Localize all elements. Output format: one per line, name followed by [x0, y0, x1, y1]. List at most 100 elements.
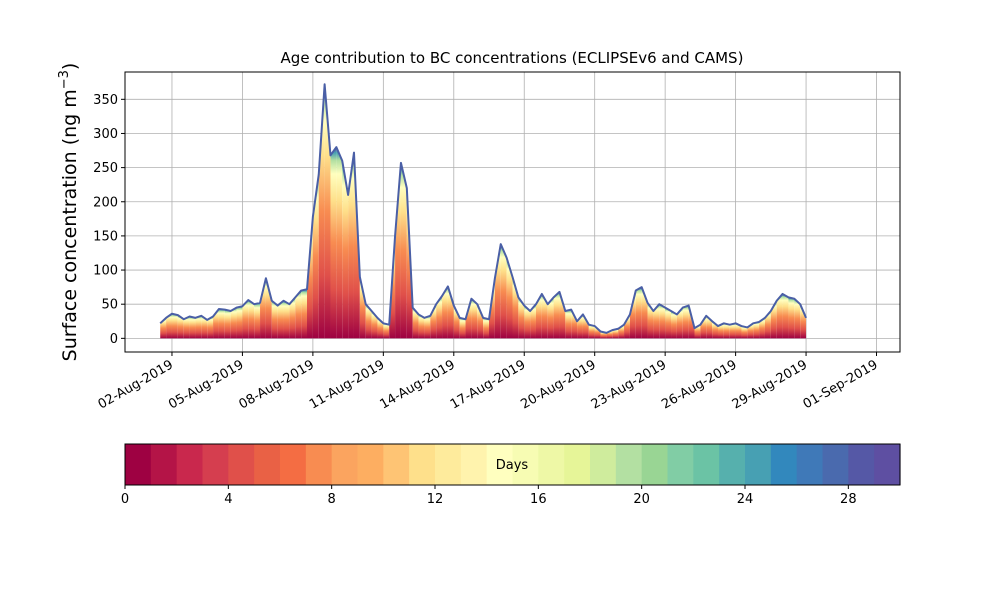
area-segment	[788, 297, 795, 339]
x-axis: 02-Aug-201905-Aug-201908-Aug-201911-Aug-…	[96, 352, 881, 413]
colorbar-cell	[357, 444, 384, 485]
colorbar-cell	[460, 444, 488, 485]
area-segment	[776, 293, 783, 339]
area-segment	[594, 326, 601, 339]
colorbar-label: Days	[496, 458, 529, 473]
area-segment	[659, 304, 666, 339]
colorbar	[125, 444, 901, 485]
y-axis-label-main: Surface concentration (ng m	[59, 89, 81, 361]
area-segment	[166, 313, 172, 339]
area-segment	[418, 314, 425, 339]
area-segment	[624, 314, 630, 339]
area-segment	[588, 324, 595, 339]
colorbar-cell	[280, 444, 307, 485]
area-segment	[794, 298, 801, 339]
colorbar-tick-label: 12	[427, 492, 444, 507]
colorbar-tick-label: 24	[737, 492, 754, 507]
area-segment	[483, 317, 490, 339]
area-segment	[265, 278, 272, 339]
area-segment	[442, 286, 448, 339]
colorbar-tick-label: 8	[328, 492, 336, 507]
area-segment	[653, 304, 660, 339]
area-segment	[283, 300, 290, 339]
area-segment	[224, 309, 231, 339]
area-segment	[412, 307, 419, 339]
y-tick-label: 250	[93, 161, 118, 176]
x-tick-label: 02-Aug-2019	[96, 357, 176, 412]
x-tick-label: 26-Aug-2019	[659, 357, 739, 412]
y-tick-label: 100	[93, 264, 118, 279]
colorbar-cell	[848, 444, 875, 485]
colorbar-cell	[202, 444, 229, 485]
area-segment	[717, 323, 724, 339]
area-segment	[647, 302, 654, 339]
area-segment	[753, 321, 760, 339]
y-tick-label: 300	[93, 127, 118, 142]
area-segment	[665, 307, 672, 339]
area-segment	[254, 302, 261, 339]
colorbar-cell	[874, 444, 901, 485]
colorbar-tick-label: 28	[840, 492, 857, 507]
area-segment	[741, 326, 748, 339]
area-segment	[342, 160, 349, 339]
area-segment	[424, 315, 431, 339]
area-segment	[453, 305, 460, 339]
area-segment	[201, 315, 208, 339]
area-segment	[195, 315, 202, 339]
area-segment	[189, 316, 196, 339]
area-segment	[171, 313, 178, 339]
area-segment	[629, 290, 636, 339]
area-segment	[459, 317, 466, 339]
colorbar-cell	[564, 444, 591, 485]
x-tick-label: 20-Aug-2019	[518, 357, 598, 412]
area-segment	[582, 314, 589, 339]
x-tick-label: 01-Sep-2019	[801, 357, 881, 412]
area-segment	[541, 293, 548, 339]
area-segment	[395, 162, 401, 339]
colorbar-cell	[150, 444, 178, 485]
y-tick-label: 0	[110, 332, 118, 347]
area-segment	[336, 147, 343, 339]
area-segment	[512, 276, 519, 339]
x-tick-label: 11-Aug-2019	[307, 357, 387, 412]
area-segment	[676, 307, 683, 339]
area-segment	[348, 152, 354, 339]
x-tick-label: 23-Aug-2019	[589, 357, 669, 412]
area-segment	[213, 308, 219, 339]
colorbar-cell	[745, 444, 772, 485]
area-segment	[471, 298, 478, 339]
area-segment	[371, 311, 378, 339]
stacked-area	[159, 83, 807, 339]
area-segment	[700, 315, 707, 339]
x-tick-label: 17-Aug-2019	[448, 357, 528, 412]
y-axis: 0 50 100 150 200 250 300 350	[93, 93, 125, 347]
area-segment	[447, 286, 454, 339]
colorbar-tick-label: 16	[530, 492, 547, 507]
area-segment	[565, 309, 572, 339]
colorbar-cell	[590, 444, 617, 485]
colorbar-cell	[641, 444, 669, 485]
colorbar-frame	[124, 443, 901, 486]
colorbar-cell	[176, 444, 204, 485]
colorbar-cell	[615, 444, 643, 485]
colorbar-cell	[305, 444, 333, 485]
area-segment	[800, 304, 807, 339]
area-segment	[759, 317, 765, 339]
y-axis-label-close: )	[59, 63, 81, 70]
area-segment	[671, 311, 677, 339]
colorbar-cell	[719, 444, 746, 485]
area-segment	[723, 323, 730, 339]
area-segment	[230, 307, 237, 339]
area-segment	[383, 323, 390, 339]
area-segment	[177, 315, 184, 339]
area-segment	[260, 278, 266, 339]
x-tick-label: 29-Aug-2019	[730, 357, 810, 412]
colorbar-cell	[486, 444, 514, 485]
y-tick-label: 350	[93, 93, 118, 108]
area-segment	[559, 291, 566, 339]
y-tick-label: 150	[93, 229, 118, 244]
colorbar-cell	[796, 444, 824, 485]
colorbar-cell	[228, 444, 255, 485]
